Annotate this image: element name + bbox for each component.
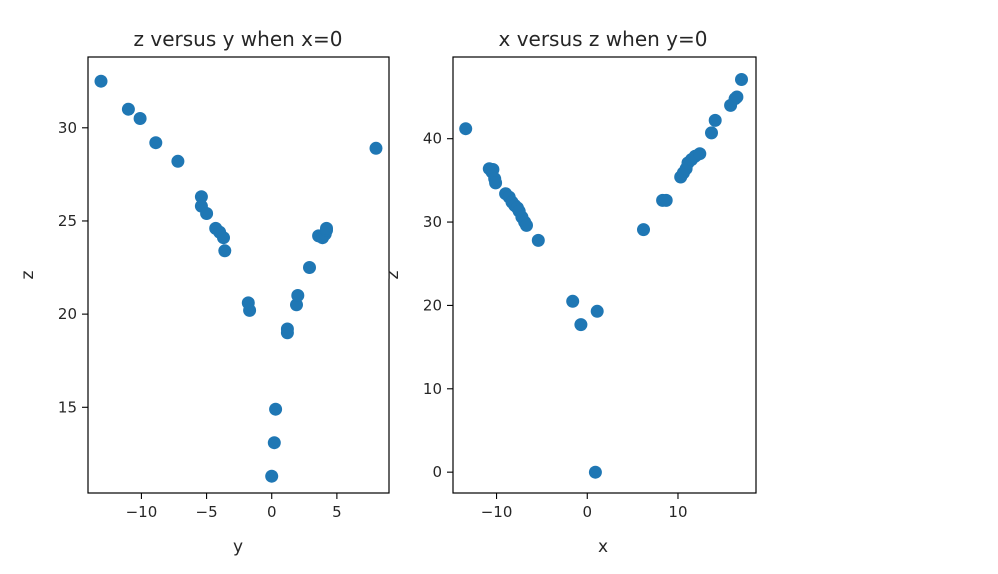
data-point [217,231,230,245]
subplot-z-vs-y: z versus y when x=0 −10 −5 0 5 15 20 25 30 y z [18,27,390,557]
y-axis-ticks: 15 20 25 30 [58,119,88,416]
y-axis-label: z [18,270,38,279]
data-point [520,218,533,232]
y-axis-label: z [383,270,403,279]
x-tick-label: −5 [196,503,218,521]
data-point [693,147,707,161]
data-point [730,90,744,104]
data-point [489,176,503,190]
x-tick-label: 10 [668,503,687,521]
data-point [637,223,650,237]
data-point [265,469,279,483]
data-point [200,207,214,220]
y-tick-label: 0 [432,463,442,481]
x-tick-label: 5 [332,503,342,521]
data-point [369,141,383,155]
y-tick-label: 25 [58,212,77,230]
axes-frame [452,56,757,494]
data-point [574,318,588,332]
scatter-points [94,74,383,483]
data-point [590,304,604,318]
data-point [269,402,283,416]
y-tick-label: 30 [423,213,442,231]
chart-title: x versus z when y=0 [499,27,708,51]
x-tick-label: 0 [582,503,592,521]
data-point [133,112,147,125]
data-point [566,294,580,308]
x-tick-label: 0 [267,503,277,521]
data-point [94,74,108,88]
data-point [303,261,316,274]
data-point [320,221,333,235]
data-point [243,303,257,317]
data-point [588,465,602,479]
y-tick-label: 15 [58,398,77,416]
x-axis-label: x [598,537,608,557]
data-point [218,244,232,258]
data-point [121,102,135,116]
y-tick-label: 40 [423,130,442,148]
data-point [659,193,673,207]
y-tick-label: 20 [423,296,442,314]
x-tick-label: −10 [481,503,513,521]
data-point [280,326,294,340]
x-tick-label: −10 [126,503,158,521]
data-point [149,136,163,150]
scatter-points [459,73,748,479]
subplot-x-vs-z: x versus z when y=0 −10 0 10 0 10 20 30 40 x z [383,27,757,557]
chart-title: z versus y when x=0 [134,27,343,51]
y-tick-label: 30 [58,119,77,137]
y-tick-label: 20 [58,305,77,323]
x-axis-ticks: −10 0 10 [481,493,688,521]
data-point [459,122,473,136]
data-point [705,126,718,140]
data-point [531,233,545,247]
data-point [194,190,208,204]
axes-frame [87,56,390,494]
x-axis-label: y [233,537,243,557]
x-axis-ticks: −10 −5 0 5 [126,493,342,521]
y-axis-ticks: 0 10 20 30 40 [423,130,453,481]
data-point [291,289,305,302]
y-tick-label: 10 [423,380,442,398]
data-point [708,113,722,127]
data-point [171,154,185,168]
data-point [735,73,748,86]
data-point [267,436,281,450]
